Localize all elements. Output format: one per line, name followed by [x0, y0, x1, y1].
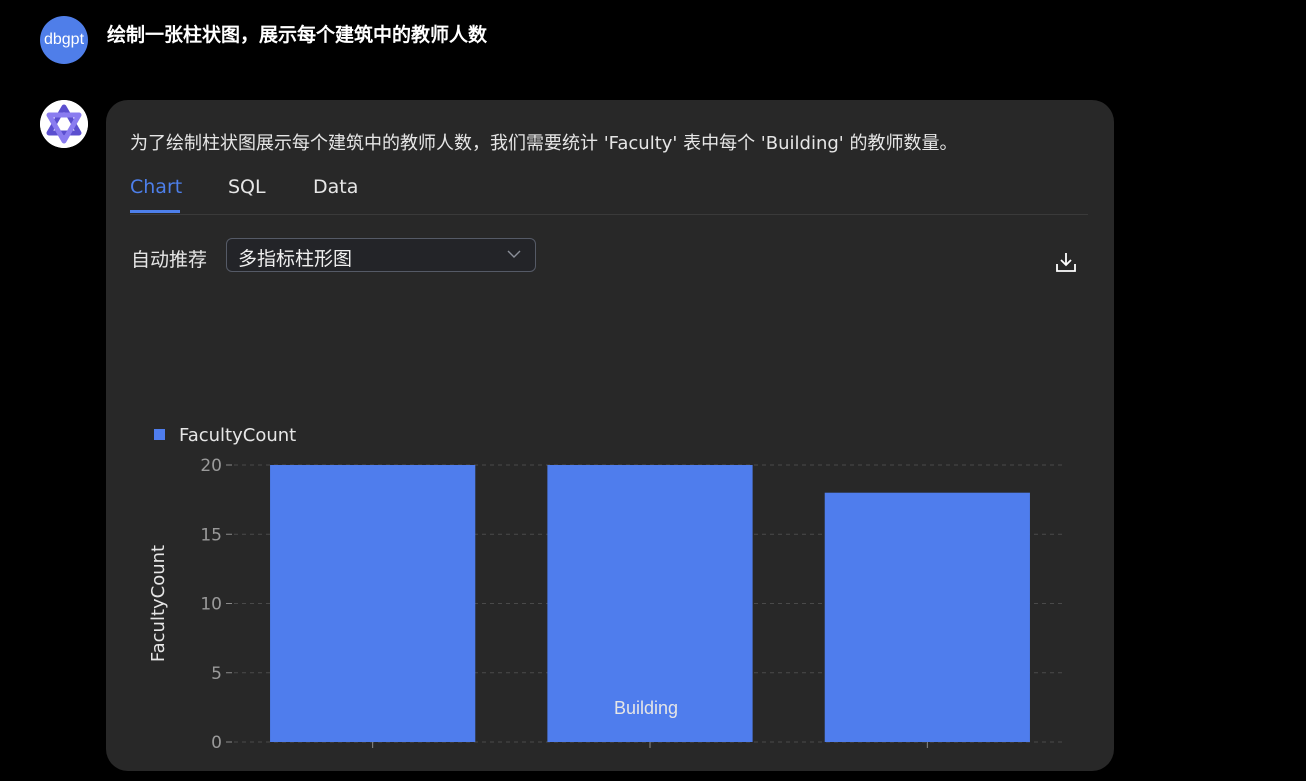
bar-barton[interactable] — [270, 465, 476, 742]
x-axis-title: Building — [614, 698, 679, 718]
y-tick-label: 10 — [200, 595, 222, 615]
response-intro: 为了绘制柱状图展示每个建筑中的教师人数，我们需要统计 'Faculty' 表中每… — [130, 133, 958, 154]
tab-sql[interactable]: SQL — [228, 176, 266, 198]
tab-bar: Chart SQL Data — [130, 170, 1088, 215]
bot-avatar — [40, 100, 88, 148]
y-tick-label: 0 — [211, 733, 222, 753]
star-of-david-logo-icon — [40, 100, 88, 148]
bar-krieger[interactable] — [547, 465, 753, 742]
chart-type-select-value: 多指标柱形图 — [238, 248, 353, 270]
y-tick-label: 15 — [200, 525, 222, 545]
legend-label[interactable]: FacultyCount — [179, 425, 296, 446]
x-tick-label: Barton — [344, 758, 401, 760]
tab-chart[interactable]: Chart — [130, 176, 183, 198]
y-axis-title: FacultyCount — [148, 545, 169, 662]
bar-neb[interactable] — [824, 492, 1030, 742]
auto-recommend-label: 自动推荐 — [131, 249, 208, 271]
chevron-down-icon — [507, 250, 521, 258]
user-message: 绘制一张柱状图，展示每个建筑中的教师人数 — [107, 24, 488, 46]
y-tick-label: 20 — [200, 456, 222, 476]
x-tick-label: Krieger — [619, 758, 681, 760]
bar-chart: 0 5 10 15 20 Barton Krieger NEB FacultyCount Fac… — [148, 425, 1066, 760]
download-icon[interactable] — [1054, 250, 1078, 274]
bar-layer — [270, 465, 1030, 742]
y-tick-label: 5 — [211, 664, 222, 684]
bot-response-card: 为了绘制柱状图展示每个建筑中的教师人数，我们需要统计 'Faculty' 表中每… — [106, 100, 1114, 771]
axis-layer: 0 5 10 15 20 Barton Krieger NEB FacultyCount — [148, 456, 945, 760]
tab-data[interactable]: Data — [313, 176, 359, 198]
active-tab-indicator — [130, 210, 180, 213]
x-tick-label: NEB — [910, 758, 945, 760]
legend-swatch[interactable] — [154, 429, 165, 440]
chart-type-select[interactable]: 多指标柱形图 — [226, 238, 536, 272]
user-avatar: dbgpt — [40, 16, 88, 64]
